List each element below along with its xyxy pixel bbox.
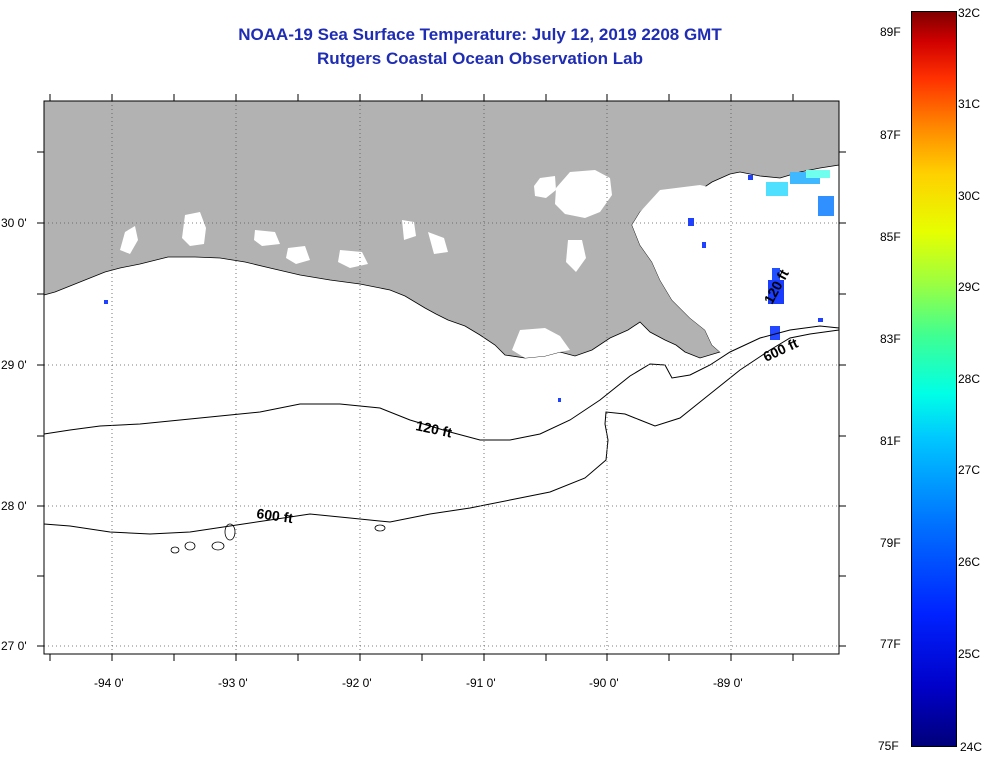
colorbar-c-24: 24C: [960, 740, 983, 754]
map-title: NOAA-19 Sea Surface Temperature: July 12…: [238, 25, 722, 44]
colorbar-c-28: 28C: [958, 372, 981, 386]
contour-label-120-west: 120 ft: [414, 417, 453, 440]
lon-label-94: -94 0': [94, 676, 124, 690]
lon-label-91: -91 0': [466, 676, 496, 690]
colorbar-c-30: 30C: [958, 189, 981, 203]
colorbar-f-83: 83F: [880, 332, 901, 346]
colorbar-f-79: 79F: [880, 536, 901, 550]
cloud-patches: [120, 170, 839, 360]
colorbar-c-27: 27C: [958, 463, 981, 477]
colorbar-c-26: 26C: [958, 555, 981, 569]
lon-label-89: -89 0': [713, 676, 743, 690]
colorbar-f-87: 87F: [880, 128, 901, 142]
lon-label-93: -93 0': [218, 676, 248, 690]
colorbar-c-29: 29C: [958, 280, 981, 294]
colorbar-f-77: 77F: [880, 637, 901, 651]
contour-600ft: [43, 329, 840, 535]
map-ticks: [37, 94, 846, 661]
lat-label-30: 30 0': [1, 216, 27, 230]
lon-label-90: -90 0': [589, 676, 619, 690]
colorbar-c-25: 25C: [958, 647, 981, 661]
colorbar-f-81: 81F: [880, 434, 901, 448]
colorbar-f-75: 75F: [878, 739, 899, 753]
colorbar-f-89: 89F: [880, 25, 901, 39]
colorbar-c-31: 31C: [958, 97, 981, 111]
map-gridlines: [44, 101, 839, 654]
contour-islands: [170, 523, 386, 554]
lat-label-29: 29 0': [1, 358, 27, 372]
lat-label-27: 27 0': [1, 639, 27, 653]
map-subtitle: Rutgers Coastal Ocean Observation Lab: [317, 49, 643, 68]
map-frame: [43, 100, 840, 655]
contour-label-600-west: 600 ft: [256, 505, 295, 526]
temperature-colorbar: [911, 11, 957, 747]
lat-label-28: 28 0': [1, 499, 27, 513]
colorbar-f-85: 85F: [880, 230, 901, 244]
colorbar-c-32: 32C: [958, 6, 981, 20]
sst-pixels: [104, 170, 834, 402]
lon-label-92: -92 0': [342, 676, 372, 690]
contour-120ft: [43, 325, 840, 441]
